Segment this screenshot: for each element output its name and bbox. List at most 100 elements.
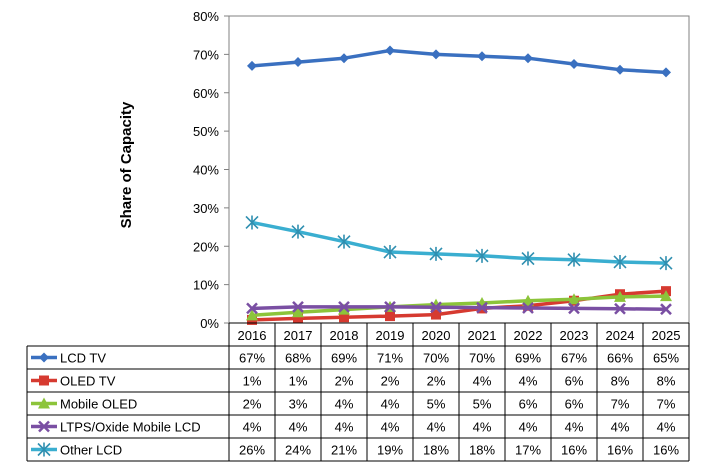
data-point xyxy=(660,290,672,302)
x-tick-label: 2020 xyxy=(422,328,451,343)
series-other-lcd xyxy=(245,215,673,271)
data-point xyxy=(522,302,534,314)
data-label: 5% xyxy=(427,397,446,412)
data-point xyxy=(246,309,258,321)
legend-key-oled-tv xyxy=(31,375,57,386)
x-tick-label: 2022 xyxy=(514,328,543,343)
y-tick-label: 20% xyxy=(193,239,219,254)
y-tick-label: 70% xyxy=(193,47,219,62)
data-label: 4% xyxy=(381,420,400,435)
y-tick-label: 80% xyxy=(193,9,219,24)
data-point xyxy=(338,303,350,315)
y-tick-labels: 0% 10% 20% 30% 40% 50% 60% 70% 80% xyxy=(193,9,219,331)
x-tick-label: 2017 xyxy=(284,328,313,343)
data-point xyxy=(568,302,580,315)
x-tick-label: 2024 xyxy=(606,328,635,343)
data-label: 8% xyxy=(657,374,676,389)
data-point xyxy=(292,306,304,318)
data-label: 26% xyxy=(239,443,265,458)
y-tick-label: 0% xyxy=(200,316,219,331)
data-point xyxy=(338,300,350,313)
x-tick-label: 2021 xyxy=(468,328,497,343)
data-label: 67% xyxy=(561,351,587,366)
data-point xyxy=(247,60,257,71)
data-label: 24% xyxy=(285,443,311,458)
series-mobile-oled xyxy=(246,290,672,321)
data-point xyxy=(246,302,258,315)
data-label: 2% xyxy=(335,374,354,389)
data-label: 69% xyxy=(331,351,357,366)
data-point xyxy=(567,252,581,267)
data-label: 4% xyxy=(611,420,630,435)
data-point xyxy=(383,245,397,260)
legend-key-mobile-oled xyxy=(31,397,57,409)
x-tick-label: 2019 xyxy=(376,328,405,343)
table-row: Mobile OLED 2% 3% 4% 4% 5% 5% 6% 6% 7% 7% xyxy=(31,397,676,412)
data-point xyxy=(291,224,305,239)
data-label: 66% xyxy=(607,351,633,366)
table-row: LTPS/Oxide Mobile LCD 4% 4% 4% 4% 4% 4% 4% 4% 4% 4… xyxy=(31,420,676,435)
data-label: 4% xyxy=(473,420,492,435)
y-tick-label: 40% xyxy=(193,163,219,178)
data-label: 5% xyxy=(473,397,492,412)
data-label: 19% xyxy=(377,443,403,458)
data-label: 2% xyxy=(427,374,446,389)
data-point xyxy=(477,51,487,62)
series-lcd-tv xyxy=(247,45,671,78)
legend-entry: Other LCD xyxy=(60,443,122,458)
data-label: 7% xyxy=(657,397,676,412)
x-tick-label: 2018 xyxy=(330,328,359,343)
table-row: LCD TV 67% 68% 69% 71% 70% 70% 69% 67% 66% 65% xyxy=(31,351,679,366)
x-tick-label: 2023 xyxy=(560,328,589,343)
data-point xyxy=(659,256,673,271)
data-point xyxy=(568,293,580,305)
data-label: 1% xyxy=(289,374,308,389)
legend-key-lcd-tv xyxy=(31,352,57,363)
data-point xyxy=(293,313,303,324)
data-label: 6% xyxy=(565,397,584,412)
data-point xyxy=(614,302,626,315)
data-label: 4% xyxy=(565,420,584,435)
legend-key-other-lcd xyxy=(31,442,57,457)
data-label: 7% xyxy=(611,397,630,412)
x-tick-label: 2016 xyxy=(238,328,267,343)
data-label: 18% xyxy=(469,443,495,458)
data-label: 69% xyxy=(515,351,541,366)
series-lines xyxy=(245,45,673,325)
legend-key-ltps-oxide-mobile-lcd xyxy=(31,420,57,433)
series-ltps-oxide-mobile-lcd xyxy=(246,300,672,316)
data-label: 8% xyxy=(611,374,630,389)
data-label: 4% xyxy=(519,420,538,435)
y-axis-label: Share of Capacity xyxy=(118,101,135,228)
data-label: 4% xyxy=(289,420,308,435)
legend-entry: LTPS/Oxide Mobile LCD xyxy=(60,420,201,435)
data-table: 2016 2017 2018 2019 2020 2021 2022 2023 2024 2025… xyxy=(26,322,690,462)
data-label: 16% xyxy=(653,443,679,458)
data-label: 67% xyxy=(239,351,265,366)
data-label: 1% xyxy=(243,374,262,389)
data-point xyxy=(385,45,395,56)
table-row: OLED TV 1% 1% 2% 2% 2% 4% 4% 6% 8% 8% xyxy=(31,374,676,389)
data-label: 4% xyxy=(335,420,354,435)
data-point xyxy=(569,58,579,69)
y-tick-label: 50% xyxy=(193,124,219,139)
data-label: 4% xyxy=(243,420,262,435)
data-point xyxy=(339,53,349,64)
data-label: 21% xyxy=(331,443,357,458)
legend-entry: OLED TV xyxy=(60,374,116,389)
data-point xyxy=(431,49,441,60)
series-line xyxy=(251,305,667,311)
data-label: 65% xyxy=(653,351,679,366)
data-point xyxy=(522,294,534,306)
data-label: 4% xyxy=(519,374,538,389)
data-label: 16% xyxy=(561,443,587,458)
data-point xyxy=(431,309,441,320)
data-label: 4% xyxy=(427,420,446,435)
data-point xyxy=(613,254,627,269)
data-label: 4% xyxy=(381,397,400,412)
y-tick-label: 60% xyxy=(193,86,219,101)
data-label: 2% xyxy=(381,374,400,389)
data-point xyxy=(614,290,626,302)
data-point xyxy=(293,57,303,68)
